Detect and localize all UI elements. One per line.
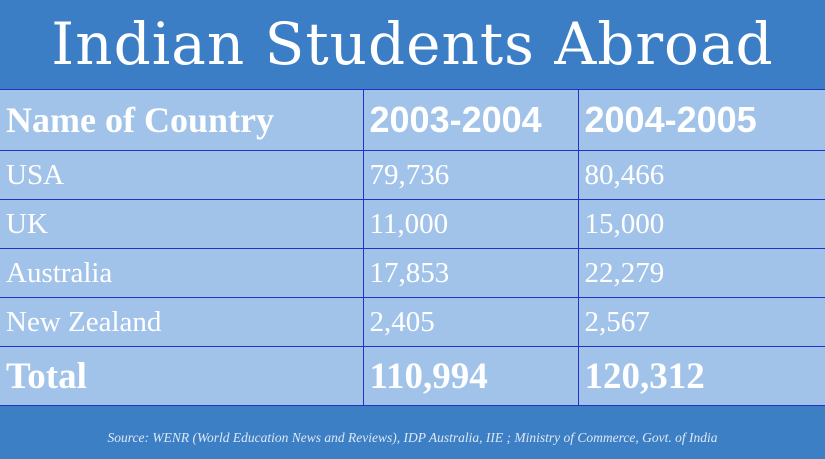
- data-row-cell: 2,405: [362, 297, 579, 347]
- data-row-cell: New Zealand: [0, 297, 364, 347]
- title: Indian Students Abroad: [0, 0, 825, 88]
- data-row-cell: UK: [0, 199, 364, 249]
- data-row: USA 79,736 80,466: [0, 150, 825, 200]
- header-row-cell: 2004-2005: [577, 89, 825, 151]
- header-row-cell: 2003-2004: [362, 89, 579, 151]
- data-row-cell: 15,000: [577, 199, 825, 249]
- data-row-cell: 17,853: [362, 248, 579, 298]
- source-note: Source: WENR (World Education News and R…: [107, 430, 718, 445]
- data-row-cell: 79,736: [362, 150, 579, 200]
- total-row-cell: 110,994: [362, 346, 579, 406]
- data-row-cell: 11,000: [362, 199, 579, 249]
- total-row: Total 110,994 120,312: [0, 346, 825, 406]
- header-row-cell: Name of Country: [0, 89, 364, 151]
- data-row-cell: 22,279: [577, 248, 825, 298]
- data-row: UK 11,000 15,000: [0, 199, 825, 249]
- total-row-cell: Total: [0, 346, 364, 406]
- header-row: Name of Country 2003-2004 2004-2005: [0, 89, 825, 151]
- table: Name of Country 2003-2004 2004-2005 USA 79,7…: [0, 89, 825, 406]
- data-row-cell: 2,567: [577, 297, 825, 347]
- total-row-cell: 120,312: [577, 346, 825, 406]
- data-row: Australia 17,853 22,279: [0, 248, 825, 298]
- data-row-cell: USA: [0, 150, 364, 200]
- data-row-cell: 80,466: [577, 150, 825, 200]
- data-row: New Zealand 2,405 2,567: [0, 297, 825, 347]
- data-row-cell: Australia: [0, 248, 364, 298]
